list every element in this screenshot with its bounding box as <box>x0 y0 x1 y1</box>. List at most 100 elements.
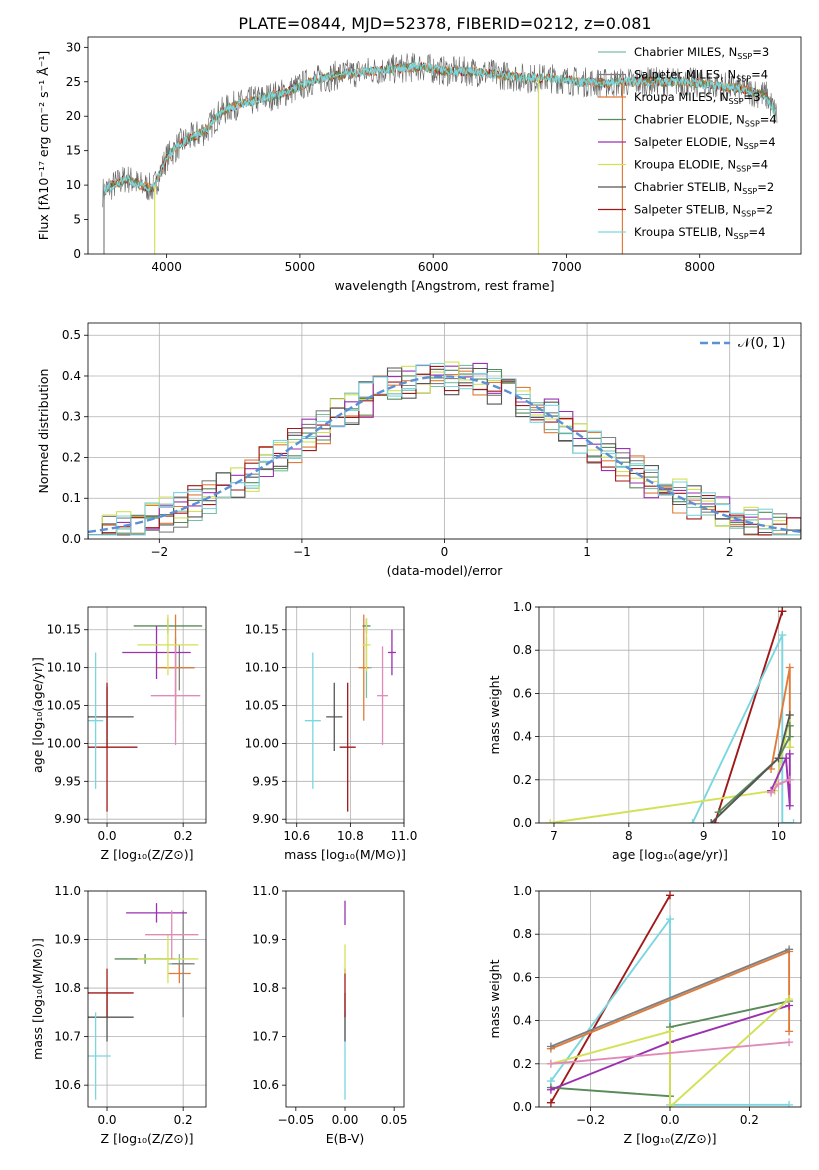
weight-marker <box>688 819 697 823</box>
x-tick-label: 0.05 <box>381 1113 408 1127</box>
weight-line <box>550 714 791 823</box>
errorbar-point <box>339 682 356 812</box>
x-tick-label: −0.05 <box>277 1113 314 1127</box>
spectrum-lines <box>102 52 778 254</box>
weight-marker <box>778 819 787 823</box>
weight-marker <box>774 754 783 763</box>
plot-frame <box>87 322 802 540</box>
x-tick-label: −0.2 <box>576 1113 605 1127</box>
plot-frame <box>87 890 207 1108</box>
errorbar-point <box>150 646 201 745</box>
legend-label-subscript: SSP <box>741 210 756 219</box>
y-tick-label: 10.05 <box>47 699 81 713</box>
legend-label: Kroupa ELODIE, NSSP=4 <box>634 158 768 174</box>
y-tick-label: 11.0 <box>54 884 81 898</box>
y-tick-label: 9.90 <box>54 812 81 826</box>
errorbar-group <box>304 614 396 812</box>
y-tick-label: 0.8 <box>513 927 532 941</box>
x-tick-label: 1 <box>583 545 591 559</box>
x-tick-label: 11.0 <box>391 829 418 843</box>
x-tick-label: 7000 <box>551 260 582 274</box>
weight-marker <box>785 995 794 1003</box>
x-tick-label: 7 <box>550 829 558 843</box>
legend-label-subscript: SSP <box>729 97 744 106</box>
x-tick-label: 10.8 <box>337 829 364 843</box>
x-tick-label: 10.6 <box>283 829 310 843</box>
figure-title: PLATE=0844, MJD=52378, FIBERID=0212, z=0… <box>238 14 651 33</box>
x-axis-label: Z [log₁₀(Z/Z⊙)] <box>101 1131 194 1146</box>
legend-label-text: Kroupa MILES, N <box>634 90 729 104</box>
y-tick-label: 9.95 <box>252 774 279 788</box>
legend-label-subscript: SSP <box>745 120 760 129</box>
weight-marker <box>666 1027 674 1036</box>
plot-frame <box>538 890 802 1108</box>
x-tick-label: 0.2 <box>740 1113 759 1127</box>
x-tick-label: 0.0 <box>660 1113 679 1127</box>
weight-line <box>550 916 790 1106</box>
y-tick-label: 1.0 <box>513 884 532 898</box>
y-tick-label: 10.7 <box>54 1030 81 1044</box>
weight-line <box>718 725 791 813</box>
weight-line <box>691 634 794 823</box>
x-tick-label: 4000 <box>151 260 182 274</box>
legend-label-subscript: SSP <box>737 52 752 61</box>
x-tick-label: 2 <box>726 545 734 559</box>
errorbar-point <box>137 934 199 984</box>
weight-marker <box>546 1085 555 1094</box>
legend-label: Chabrier ELODIE, NSSP=4 <box>634 113 777 129</box>
y-axis-label: mass weight <box>487 959 502 1038</box>
errorbar-point <box>304 652 321 789</box>
histogram-step-kroupa-stelib <box>88 362 801 539</box>
plot-frame <box>87 606 207 824</box>
y-tick-label: 0 <box>73 247 81 261</box>
y-axis-label: mass [log₁₀(M/M⊙)] <box>30 938 45 1060</box>
errorbar-point <box>362 618 371 672</box>
weight-marker <box>785 1027 794 1036</box>
weight-marker <box>666 1103 674 1107</box>
model-spectrum-line <box>103 61 777 196</box>
x-tick-label: 9 <box>700 829 708 843</box>
y-tick-label: 0.6 <box>513 686 532 700</box>
weight-line <box>550 948 790 1048</box>
weight-marker <box>546 1059 555 1068</box>
x-tick-label: 0 <box>441 545 449 559</box>
legend-label-text: Chabrier ELODIE, N <box>634 113 745 127</box>
weight-marker <box>785 1100 794 1107</box>
weight-lines <box>546 891 794 1107</box>
legend-label-text: Salpeter STELIB, N <box>634 203 741 217</box>
y-tick-label: 0.4 <box>513 730 532 744</box>
legend-label-subscript: SSP <box>736 165 751 174</box>
legend-label-text: Chabrier MILES, N <box>634 45 737 59</box>
y-tick-label: 10 <box>66 178 81 192</box>
plot-frame <box>87 36 802 255</box>
y-tick-label: 10.15 <box>245 623 279 637</box>
y-tick-label: 0.2 <box>62 450 81 464</box>
legend-label: Salpeter ELODIE, NSSP=4 <box>634 135 776 151</box>
legend-label-count: =4 <box>760 113 777 127</box>
x-tick-label: −1 <box>293 545 311 559</box>
weight-marker <box>785 749 794 758</box>
x-tick-label: 0.0 <box>97 829 116 843</box>
plot-frame <box>538 606 802 824</box>
chart-spectrum: 4000 5000 6000 7000 8000 0 5 10 15 20 25 30 waveleng… <box>36 36 802 293</box>
y-tick-label: 0.4 <box>513 1014 532 1028</box>
y-tick-label: 0.8 <box>513 643 532 657</box>
chart-mass-vs-Z: 0.0 0.2 10.6 10.7 10.8 10.9 11.0 Z [log₁₀(Z/Z⊙)… <box>30 884 207 1146</box>
x-axis-label: (data-model)/error <box>387 563 504 578</box>
weight-marker <box>789 819 798 823</box>
weight-marker <box>707 819 716 823</box>
y-tick-label: 10.00 <box>47 736 81 750</box>
x-tick-label: −2 <box>150 545 168 559</box>
x-tick-label: 8000 <box>684 260 715 274</box>
y-tick-label: 0.0 <box>513 1100 532 1114</box>
y-tick-label: 10.6 <box>252 1078 279 1092</box>
y-tick-label: 10.7 <box>252 1030 279 1044</box>
weight-marker <box>785 801 794 810</box>
weight-marker <box>785 663 794 672</box>
x-axis-label: E(B-V) <box>326 1131 365 1146</box>
errorbar-point <box>88 652 104 789</box>
y-tick-label: 10.8 <box>252 981 279 995</box>
weight-line <box>550 998 790 1107</box>
histogram-group <box>88 361 801 539</box>
y-tick-label: 10.9 <box>54 933 81 947</box>
